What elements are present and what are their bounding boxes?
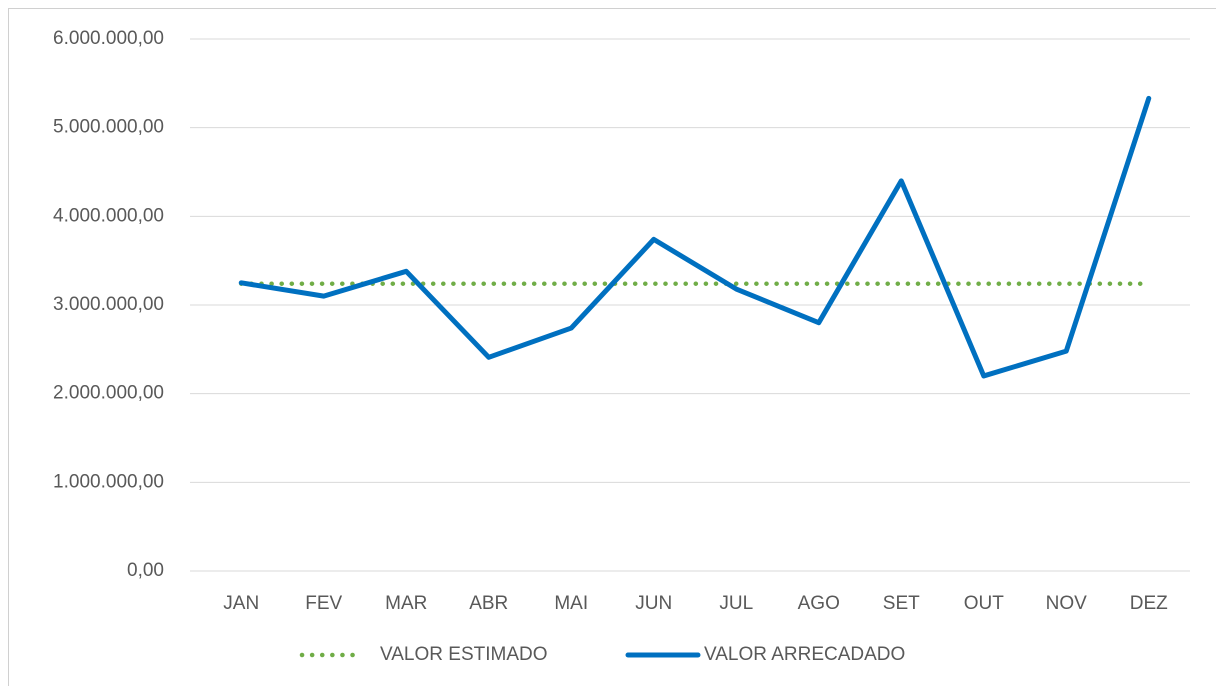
line-series <box>238 95 1152 379</box>
x-tick-label: DEZ <box>1130 593 1168 614</box>
legend-label: VALOR ESTIMADO <box>380 644 548 665</box>
x-tick-label: JUL <box>719 593 753 614</box>
x-tick-label: AGO <box>798 593 840 614</box>
x-tick-label: JAN <box>223 593 259 614</box>
x-tick-label: FEV <box>305 593 342 614</box>
y-tick-label: 6.000.000,00 <box>53 28 164 49</box>
x-tick-label: OUT <box>964 593 1005 614</box>
x-tick-label: JUN <box>635 593 672 614</box>
x-tick-label: MAI <box>554 593 588 614</box>
y-tick-label: 5.000.000,00 <box>53 117 164 138</box>
chart-border <box>8 8 1216 686</box>
x-tick-label: NOV <box>1046 593 1088 614</box>
y-tick-label: 2.000.000,00 <box>53 383 164 404</box>
y-tick-label: 4.000.000,00 <box>53 205 164 226</box>
x-tick-label: ABR <box>469 593 508 614</box>
x-tick-label: SET <box>883 593 920 614</box>
legend-label: VALOR ARRECADADO <box>704 644 905 665</box>
x-tick-label: MAR <box>385 593 427 614</box>
y-tick-label: 0,00 <box>127 560 164 581</box>
y-tick-label: 1.000.000,00 <box>53 471 164 492</box>
y-tick-label: 3.000.000,00 <box>53 294 164 315</box>
